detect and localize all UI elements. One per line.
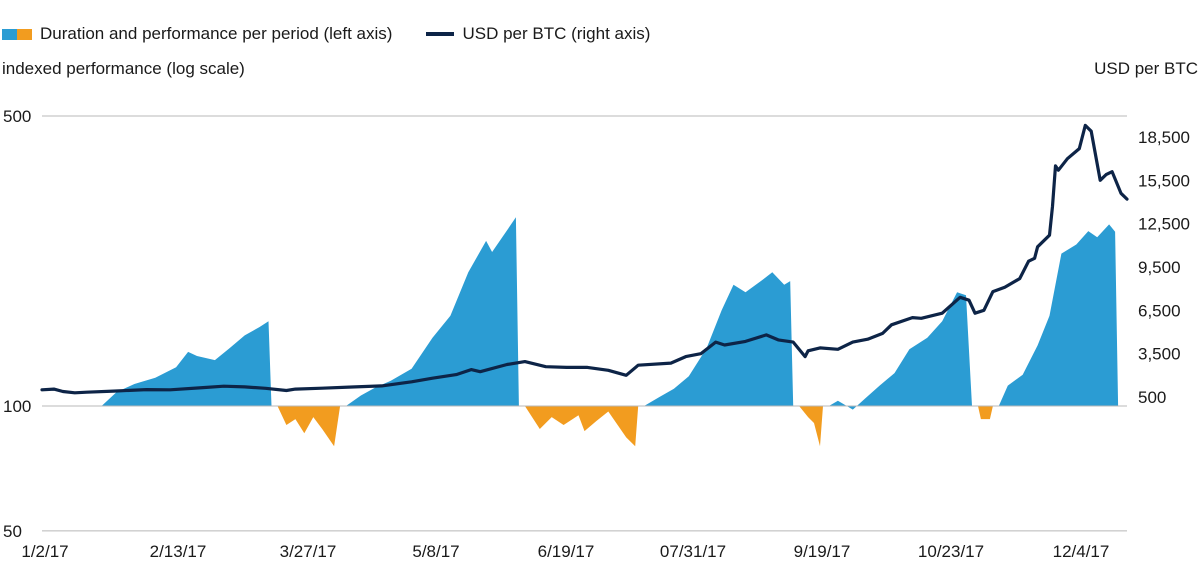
x-tick-label-7: 9/19/17	[794, 542, 851, 561]
x-tick-label-2: 2/13/17	[150, 542, 207, 561]
period-area-4-negative	[524, 406, 639, 447]
period-area-9-positive	[998, 224, 1119, 406]
period-area-2-negative	[277, 406, 341, 447]
right-tick-label-12500: 12,500	[1138, 215, 1190, 234]
btc-price-line	[40, 123, 1129, 395]
legend-item-period: Duration and performance per period (lef…	[2, 24, 392, 44]
left-tick-label-100: 100	[3, 397, 31, 416]
legend-swatch-positive	[2, 28, 17, 40]
period-areas	[101, 217, 1119, 447]
x-tick-label-5: 6/19/17	[538, 542, 595, 561]
legend-swatch-negative	[17, 28, 32, 40]
btc-line-group	[40, 123, 1129, 395]
x-axis: 1/2/17 2/13/17 3/27/17 5/8/17 6/19/17 07/31/1…	[21, 542, 1109, 561]
x-tick-label-1: 1/2/17	[21, 542, 68, 561]
legend-label-period: Duration and performance per period (lef…	[40, 24, 393, 43]
left-tick-label-500: 500	[3, 107, 31, 126]
x-tick-label-6: 07/31/17	[660, 542, 726, 561]
right-axis: 18,500 15,500 12,500 9,500 6,500 3,500 500	[1138, 128, 1190, 407]
right-tick-label-9500: 9,500	[1138, 258, 1181, 277]
period-area-5-positive	[644, 272, 794, 406]
x-tick-label-4: 5/8/17	[412, 542, 459, 561]
period-area-6-negative	[799, 406, 823, 447]
right-tick-label-3500: 3,500	[1138, 345, 1181, 364]
right-tick-label-15500: 15,500	[1138, 171, 1190, 190]
legend-label-btc: USD per BTC (right axis)	[462, 24, 651, 43]
right-tick-label-6500: 6,500	[1138, 301, 1181, 320]
x-tick-label-8: 10/23/17	[918, 542, 984, 561]
period-area-3-positive	[346, 217, 519, 406]
left-tick-label-50: 50	[3, 522, 22, 541]
period-area-7-positive	[828, 292, 972, 410]
right-axis-title: USD per BTC	[1094, 59, 1198, 78]
legend: Duration and performance per period (lef…	[2, 22, 684, 46]
period-area-8-negative	[978, 406, 993, 420]
period-area-1-positive	[101, 321, 272, 406]
right-tick-label-18500: 18,500	[1138, 128, 1190, 147]
legend-swatch-btc	[426, 32, 455, 36]
left-axis-title: indexed performance (log scale)	[2, 59, 245, 78]
left-axis: 500 100 50	[3, 107, 31, 541]
legend-item-btc: USD per BTC (right axis)	[426, 24, 650, 44]
x-tick-label-3: 3/27/17	[280, 542, 337, 561]
right-tick-label-500: 500	[1138, 388, 1166, 407]
x-tick-label-9: 12/4/17	[1053, 542, 1110, 561]
